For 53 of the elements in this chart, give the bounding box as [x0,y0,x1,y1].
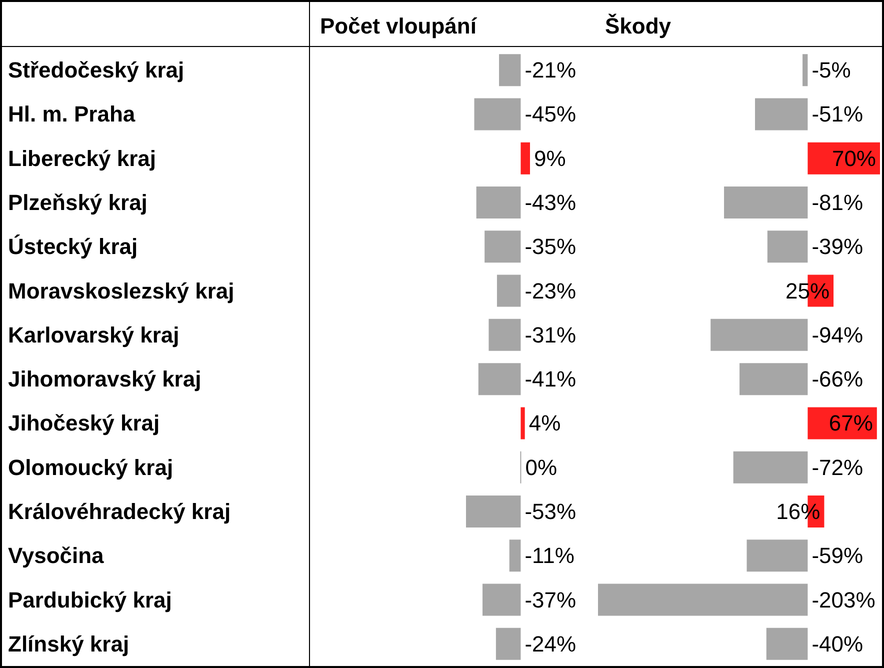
y-tick-label: Královéhradecký kraj [8,499,231,524]
y-tick-label: Moravskoslezský kraj [8,278,234,304]
bar [802,54,808,86]
data-label: -41% [524,366,576,392]
data-label: -40% [812,631,864,656]
data-label: -59% [812,543,864,568]
data-label: 67% [828,410,873,436]
data-label: -31% [524,322,576,348]
data-label: -66% [812,366,864,392]
y-tick-label: Karlovarský kraj [8,322,180,348]
y-tick-label: Středočeský kraj [8,58,184,83]
y-tick-label: Jihomoravský kraj [8,366,202,392]
data-label: -51% [812,102,864,127]
data-label: 25% [785,278,830,304]
data-label: 0% [525,454,558,480]
y-tick-label: Plzeňský kraj [8,190,148,215]
data-label: -81% [812,190,864,215]
data-label: -5% [812,58,851,83]
y-tick-label: Pardubický kraj [8,587,172,612]
chart-title: Škody [605,14,672,38]
y-tick-label: Jihočeský kraj [8,410,160,436]
y-tick-label: Ústecký kraj [8,234,138,260]
y-tick-label: Vysočina [8,543,105,568]
bar [740,363,808,396]
bar [746,540,808,572]
data-label: -37% [524,587,576,612]
data-label: -35% [524,234,576,260]
bar [755,98,808,130]
data-label: 4% [528,410,561,436]
y-tick-label: Olomoucký kraj [8,454,174,480]
data-label: -94% [812,322,864,348]
y-tick-label: Liberecký kraj [8,146,156,171]
y-tick-label: Hl. m. Praha [8,102,136,127]
bar [724,186,808,218]
data-label: 70% [832,146,876,171]
data-label: -21% [524,58,576,83]
data-label: -39% [812,234,864,260]
bar [710,318,808,351]
bar [766,628,808,660]
data-label: -43% [524,190,576,215]
data-label: -24% [524,631,576,656]
bar [767,230,808,263]
data-label: -203% [812,587,876,612]
bar [733,451,808,484]
data-label: -23% [524,278,576,304]
data-label: 9% [534,146,566,171]
chart-title: Počet vloupání [320,14,478,38]
data-label: -72% [812,454,864,480]
bar [598,584,808,616]
data-label: -53% [524,499,576,524]
data-label: -11% [524,543,574,568]
y-tick-label: Zlínský kraj [8,631,130,656]
data-label: -45% [524,102,576,127]
